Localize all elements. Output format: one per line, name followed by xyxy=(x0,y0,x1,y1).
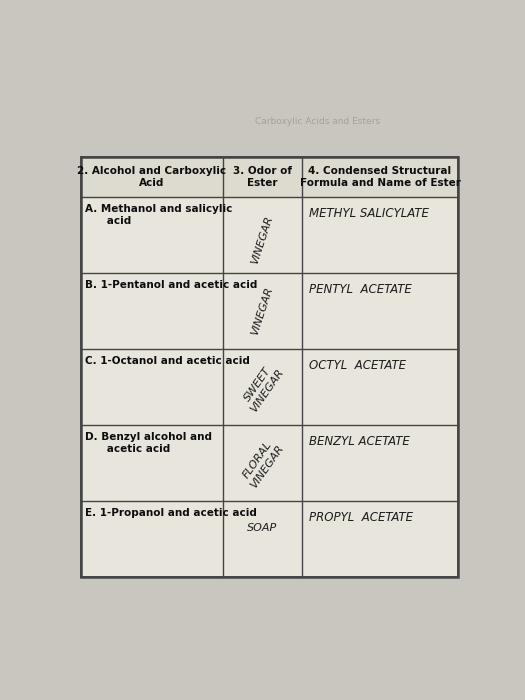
Bar xyxy=(81,157,458,197)
Text: C. 1-Octanol and acetic acid: C. 1-Octanol and acetic acid xyxy=(85,356,250,365)
Text: VINEGAR: VINEGAR xyxy=(249,215,275,266)
Text: Carboxylic Acids and Esters: Carboxylic Acids and Esters xyxy=(255,117,381,126)
Text: PROPYL  ACETATE: PROPYL ACETATE xyxy=(309,511,413,524)
Text: 3. Odor of
Ester: 3. Odor of Ester xyxy=(233,166,291,188)
Text: VINEGAR: VINEGAR xyxy=(249,286,275,337)
Bar xyxy=(81,157,458,578)
Text: METHYL SALICYLATE: METHYL SALICYLATE xyxy=(309,207,429,220)
Text: SWEET
VINEGAR: SWEET VINEGAR xyxy=(239,360,286,414)
Text: PENTYL  ACETATE: PENTYL ACETATE xyxy=(309,283,412,296)
Text: FLORAL
VINEGAR: FLORAL VINEGAR xyxy=(239,436,286,490)
Text: 4. Condensed Structural
Formula and Name of Ester: 4. Condensed Structural Formula and Name… xyxy=(300,166,460,188)
Text: OCTYL  ACETATE: OCTYL ACETATE xyxy=(309,359,406,372)
Text: 2. Alcohol and Carboxylic
Acid: 2. Alcohol and Carboxylic Acid xyxy=(77,166,226,188)
Bar xyxy=(81,157,458,578)
Text: SOAP: SOAP xyxy=(247,524,277,533)
Text: D. Benzyl alcohol and
      acetic acid: D. Benzyl alcohol and acetic acid xyxy=(85,432,212,454)
Text: B. 1-Pentanol and acetic acid: B. 1-Pentanol and acetic acid xyxy=(85,280,258,290)
Text: BENZYL ACETATE: BENZYL ACETATE xyxy=(309,435,410,448)
Text: E. 1-Propanol and acetic acid: E. 1-Propanol and acetic acid xyxy=(85,508,257,518)
Text: A. Methanol and salicylic
      acid: A. Methanol and salicylic acid xyxy=(85,204,233,226)
